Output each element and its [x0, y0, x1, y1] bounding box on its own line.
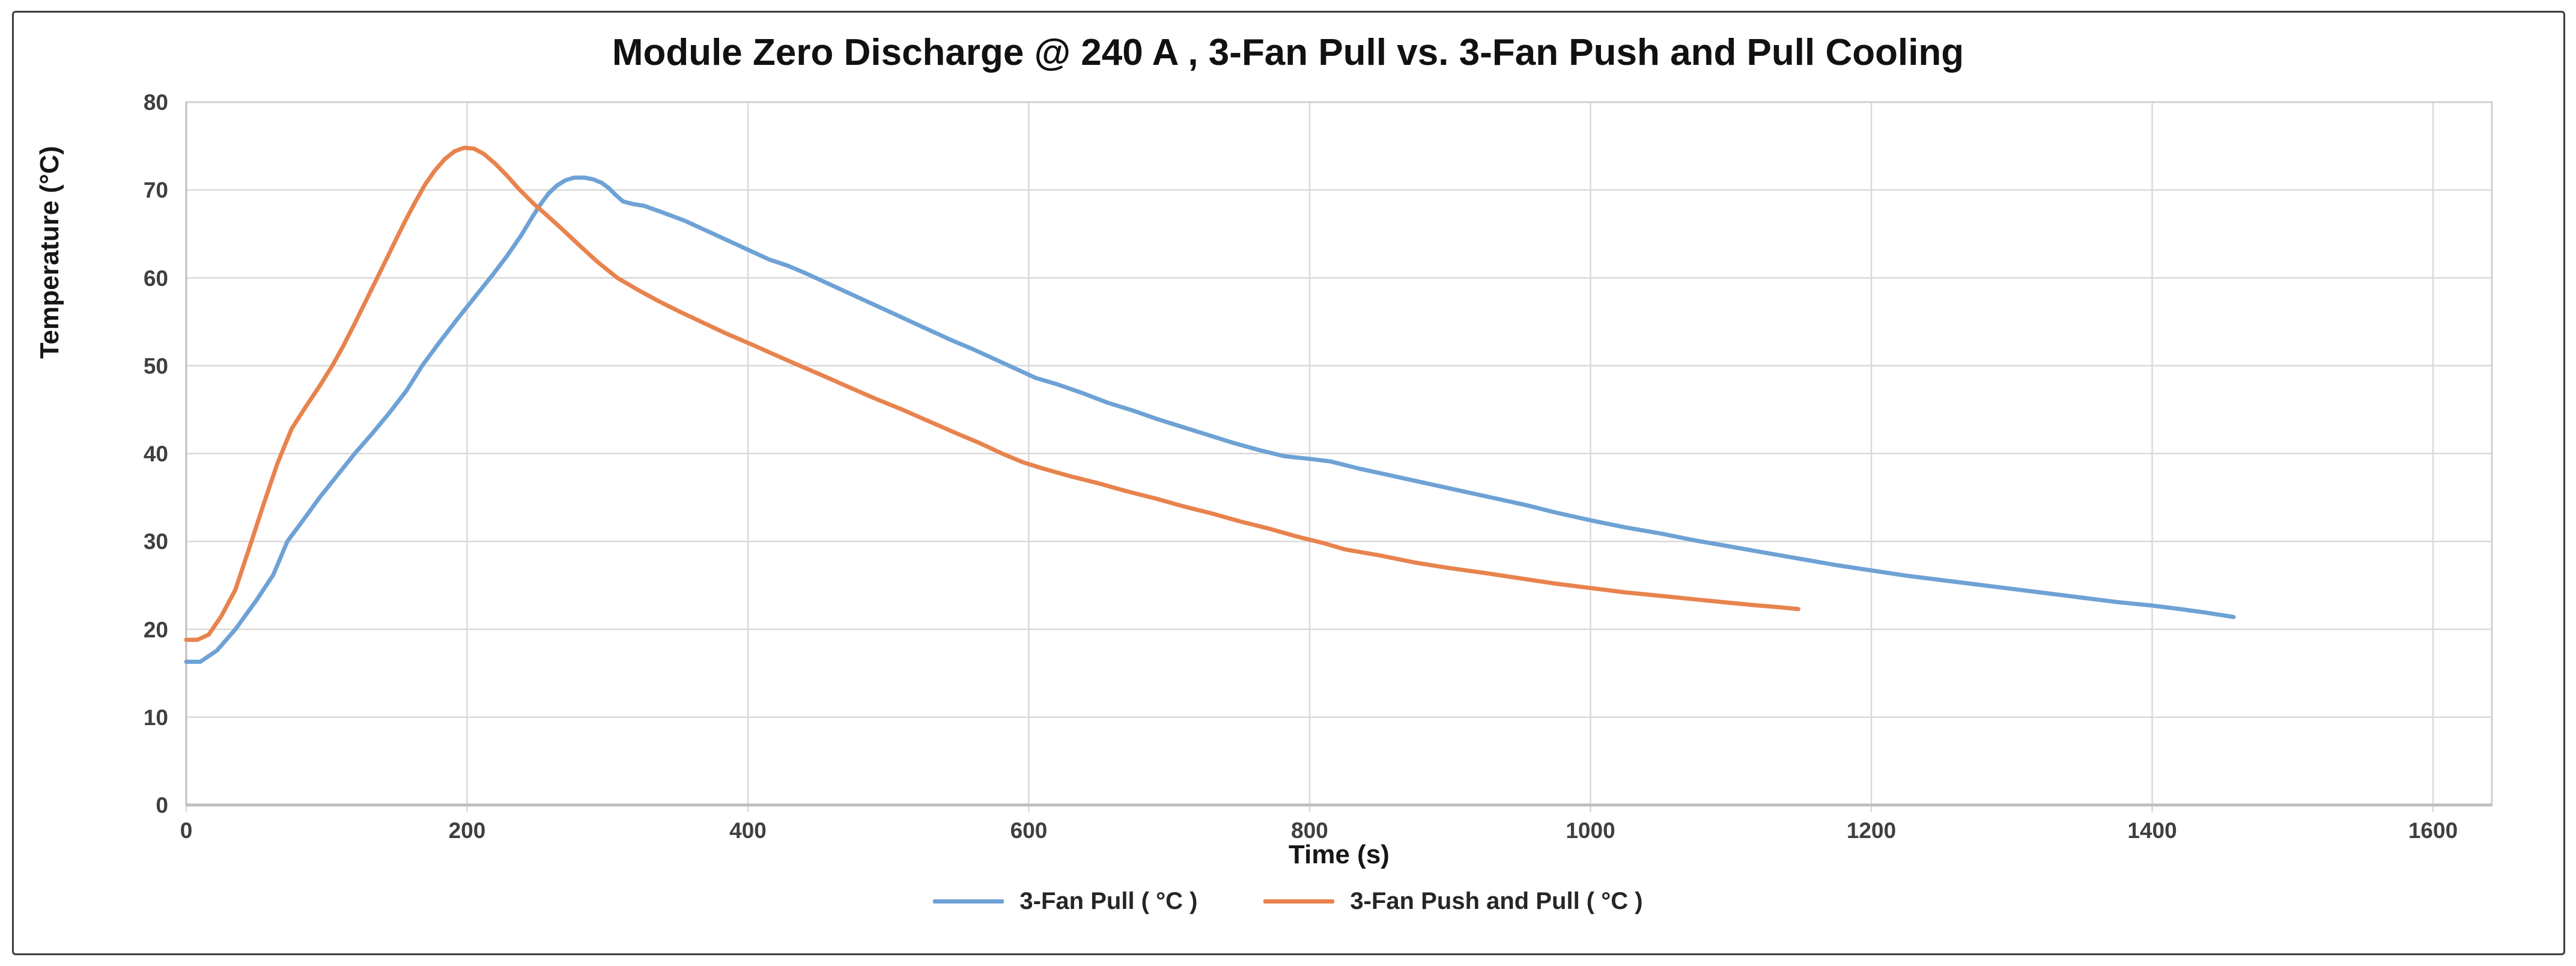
y-tick-label: 80 — [143, 90, 168, 115]
legend-line-swatch — [1263, 899, 1335, 904]
legend-line-swatch — [933, 899, 1004, 904]
series-line-0 — [184, 175, 2236, 664]
series-line-1 — [184, 145, 1800, 642]
y-tick-label: 10 — [143, 705, 168, 730]
chart-title: Module Zero Discharge @ 240 A , 3-Fan Pu… — [612, 32, 1964, 73]
y-tick-label: 70 — [143, 178, 168, 203]
y-axis-title: Temperature (°C) — [35, 145, 64, 359]
x-tick-label: 600 — [1010, 818, 1048, 843]
y-tick-label: 0 — [156, 793, 168, 818]
x-tick-label: 0 — [180, 818, 193, 843]
x-axis-title: Time (s) — [1289, 840, 1390, 869]
x-tick-label: 400 — [729, 818, 767, 843]
x-tick-label: 1600 — [2408, 818, 2458, 843]
legend-item: 3-Fan Pull ( °C ) — [933, 888, 1197, 915]
y-tick-label: 40 — [143, 442, 168, 466]
plot-area — [184, 101, 2493, 812]
y-tick-label: 20 — [143, 617, 168, 642]
plot-svg — [184, 101, 2493, 812]
legend-item: 3-Fan Push and Pull ( °C ) — [1263, 888, 1643, 915]
y-tick-label: 30 — [143, 529, 168, 554]
y-tick-label: 50 — [143, 353, 168, 378]
gridlines — [185, 101, 2492, 812]
x-tick-label: 1200 — [1846, 818, 1897, 843]
chart-legend: 3-Fan Pull ( °C ) 3-Fan Push and Pull ( °… — [0, 888, 2576, 915]
y-tick-label: 60 — [143, 266, 168, 291]
x-tick-label: 800 — [1291, 818, 1328, 843]
legend-label: 3-Fan Pull ( °C ) — [1019, 888, 1198, 914]
x-tick-label: 200 — [448, 818, 486, 843]
legend-label: 3-Fan Push and Pull ( °C ) — [1350, 888, 1643, 914]
x-tick-label: 1000 — [1566, 818, 1615, 843]
x-tick-label: 1400 — [2127, 818, 2177, 843]
